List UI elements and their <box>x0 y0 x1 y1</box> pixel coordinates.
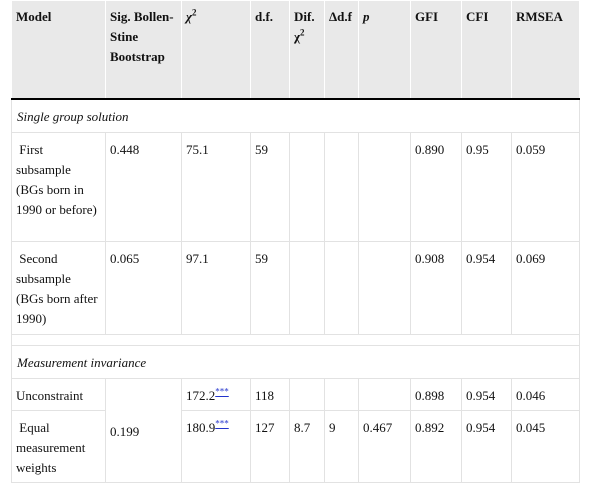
cell <box>358 241 411 335</box>
header-cell: p <box>358 0 411 100</box>
cell <box>358 378 411 411</box>
cell: 8.7 <box>289 410 325 483</box>
cell <box>289 132 325 242</box>
cell: Equal measurement weights <box>11 410 106 483</box>
row: First subsample (BGs born in 1990 or bef… <box>11 132 580 242</box>
header-text: RMSEA <box>516 9 563 24</box>
header-sup: 2 <box>300 27 305 38</box>
section-title: Measurement invariance <box>11 345 580 379</box>
section-row: Measurement invariance <box>11 345 580 379</box>
cell <box>289 378 325 411</box>
spacer <box>11 334 580 346</box>
cell: 0.95 <box>461 132 512 242</box>
results-table: Model Sig. Bollen-Stine Bootstrap χ2 d.f… <box>11 0 580 483</box>
cell-text: First subsample (BGs born in 1990 or bef… <box>16 142 97 217</box>
cell <box>324 132 359 242</box>
header-cell: Sig. Bollen-Stine Bootstrap <box>105 0 182 100</box>
header-text: Sig. Bollen-Stine Bootstrap <box>110 9 174 64</box>
header-cell: χ2 <box>181 0 251 100</box>
cell: 0.954 <box>461 241 512 335</box>
header-row: Model Sig. Bollen-Stine Bootstrap χ2 d.f… <box>11 0 580 100</box>
header-cell: Δd.f <box>324 0 359 100</box>
cell: Second subsample (BGs born after 1990) <box>11 241 106 335</box>
cell: 0.448 <box>105 132 182 242</box>
cell: 118 <box>250 378 290 411</box>
cell: 0.892 <box>410 410 462 483</box>
cell-text: Second subsample (BGs born after 1990) <box>16 251 98 326</box>
cell: 0.908 <box>410 241 462 335</box>
cell: 75.1 <box>181 132 251 242</box>
cell: 97.1 <box>181 241 251 335</box>
cell: 0.890 <box>410 132 462 242</box>
cell: 0.467 <box>358 410 411 483</box>
header-cell: GFI <box>410 0 462 100</box>
cell: 0.045 <box>511 410 580 483</box>
section-row: Single group solution <box>11 98 580 133</box>
cell <box>324 241 359 335</box>
cell: 0.069 <box>511 241 580 335</box>
spacer-row <box>11 334 580 346</box>
row: Second subsample (BGs born after 1990) 0… <box>11 241 580 335</box>
header-text: Δd.f <box>329 9 352 24</box>
header-text: Dif. χ <box>294 9 315 44</box>
cell <box>324 378 359 411</box>
cell: 0.199 <box>105 378 182 483</box>
table-body: Single group solution First subsample (B… <box>11 98 580 483</box>
header-cell: Dif. χ2 <box>289 0 325 100</box>
cell: First subsample (BGs born in 1990 or bef… <box>11 132 106 242</box>
section-title: Single group solution <box>11 98 580 133</box>
row: Equal measurement weights 180.9*** 127 8… <box>11 410 580 483</box>
cell-text: Equal measurement weights <box>16 420 86 475</box>
header-sup: 2 <box>192 7 197 18</box>
header-text: d.f. <box>255 9 274 24</box>
header-text: χ <box>186 9 193 24</box>
header-text: p <box>363 9 370 24</box>
cell: Unconstraint <box>11 378 106 411</box>
cell: 180.9*** <box>181 410 251 483</box>
cell: 0.059 <box>511 132 580 242</box>
header-cell: RMSEA <box>511 0 580 100</box>
cell: 0.898 <box>410 378 462 411</box>
header-text: Model <box>16 9 52 24</box>
cell-text: 180.9 <box>186 420 216 435</box>
header-text: CFI <box>466 9 489 24</box>
header-cell: d.f. <box>250 0 290 100</box>
cell: 59 <box>250 241 290 335</box>
cell: 9 <box>324 410 359 483</box>
cell: 0.954 <box>461 378 512 411</box>
footnote-link[interactable]: *** <box>215 418 229 429</box>
cell: 0.046 <box>511 378 580 411</box>
header-cell: Model <box>11 0 106 100</box>
cell-text: 172.2 <box>186 388 216 403</box>
header-text: GFI <box>415 9 439 24</box>
cell: 0.065 <box>105 241 182 335</box>
cell: 172.2*** <box>181 378 251 411</box>
cell <box>289 241 325 335</box>
footnote-link[interactable]: *** <box>215 386 229 397</box>
header-cell: CFI <box>461 0 512 100</box>
cell: 59 <box>250 132 290 242</box>
cell: 0.954 <box>461 410 512 483</box>
cell: 127 <box>250 410 290 483</box>
row: Unconstraint 0.199 172.2*** 118 0.898 0.… <box>11 378 580 483</box>
cell <box>358 132 411 242</box>
